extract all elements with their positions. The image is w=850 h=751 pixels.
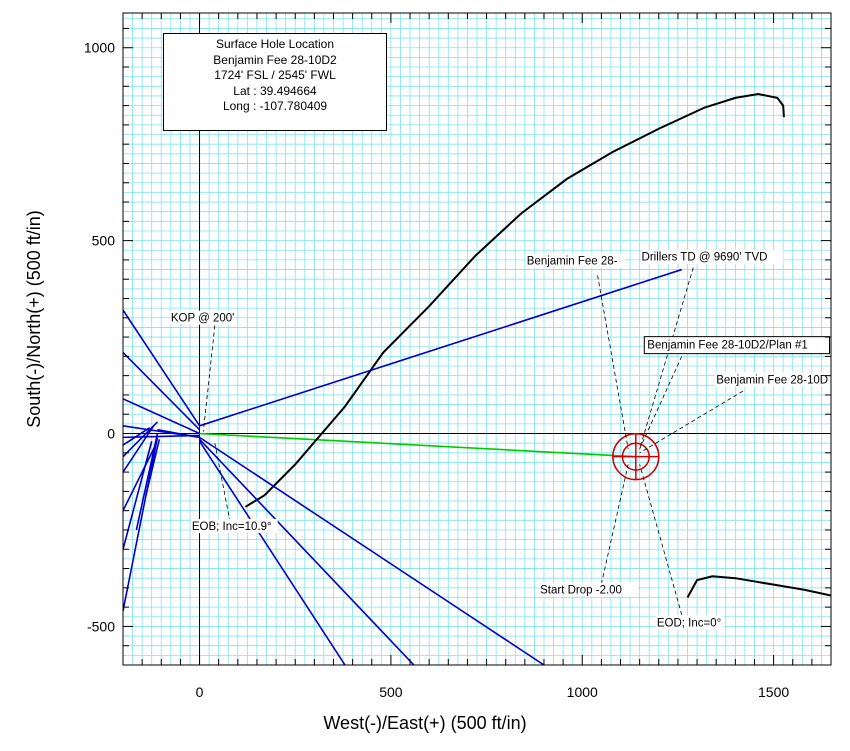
x-tick-label: 0 [196,684,204,700]
well-path-line [199,432,636,458]
x-tick-label: 500 [379,684,403,700]
well-path-line [244,93,785,508]
annotation-label: Benjamin Fee 28- [527,256,618,268]
x-tick-label: 1000 [567,684,598,700]
y-tick-label: 0 [107,426,115,442]
well-path-line [123,421,159,458]
annotations-layer: KOP @ 200' EOB; Inc=10.9° Benjamin Fee 28-… [169,249,833,630]
annotation-label: Benjamin Fee 28-10D2/Plan #1 [647,340,807,352]
annotation-label: Drillers TD @ 9690' TVD [642,252,768,264]
annotation-label-bg [525,253,625,268]
well-path-line [686,575,831,598]
annotation-label: EOD; Inc=0° [657,617,721,629]
annotation-label-bg [715,372,833,387]
annotation-label: EOB; Inc=10.9° [192,521,272,533]
info-longitude: Long : -107.780409 [222,99,328,113]
plot-frame [122,12,832,666]
y-tick-label: -500 [87,618,115,634]
info-footage: 1724' FSL / 2545' FWL [214,68,336,82]
well-path-line [135,433,159,531]
well-path-line [123,437,159,612]
well-path-line [157,428,200,439]
well-path-line [123,427,151,446]
well-path-line [199,268,682,427]
annotation-label-bg [539,582,639,597]
annotation-leader [639,390,744,454]
surface-hole-location-box: Surface Hole Location Benjamin Fee 28-10… [163,33,387,131]
y-axis-title: South(-)/North(+) (500 ft/in) [24,210,44,428]
y-tick-label: 500 [92,233,116,249]
well-path-line [123,425,155,473]
x-tick-label: 1500 [758,684,789,700]
info-latitude: Lat : 39.494664 [233,83,317,98]
annotation-label-bg [655,615,725,630]
annotation-box [643,336,831,355]
annotation-label-bg [169,310,232,325]
well-path-line [123,398,200,435]
series-layer [123,93,831,665]
info-well-name: Benjamin Fee 28-10D2 [213,52,337,67]
annotation-leader [639,356,683,450]
annotation-label-bg [190,518,278,533]
axis-ticks: 0 500 1000 1500 -500 0 500 1000 [84,13,832,700]
well-path-line [198,440,346,665]
annotation-leader [639,267,694,450]
well-path-line [123,444,157,512]
well-path-line [198,438,415,665]
well-path-line [145,439,161,496]
info-title: Surface Hole Location [215,37,335,51]
annotation-label: KOP @ 200' [171,313,235,325]
annotation-leader [639,464,683,615]
well-path-line [123,351,201,431]
x-axis-title: West(-)/East(+) (500 ft/in) [323,713,527,733]
annotation-leader [597,275,629,450]
annotation-leader [202,325,216,432]
well-path-line [123,309,201,427]
y-tick-label: 1000 [84,40,115,56]
well-path-line [123,441,153,550]
annotation-label-bg [640,249,784,264]
well-path-line [199,436,545,665]
annotation-label: Benjamin Fee 28-10D [716,374,828,386]
annotation-label: Start Drop -2.00 [540,585,622,597]
